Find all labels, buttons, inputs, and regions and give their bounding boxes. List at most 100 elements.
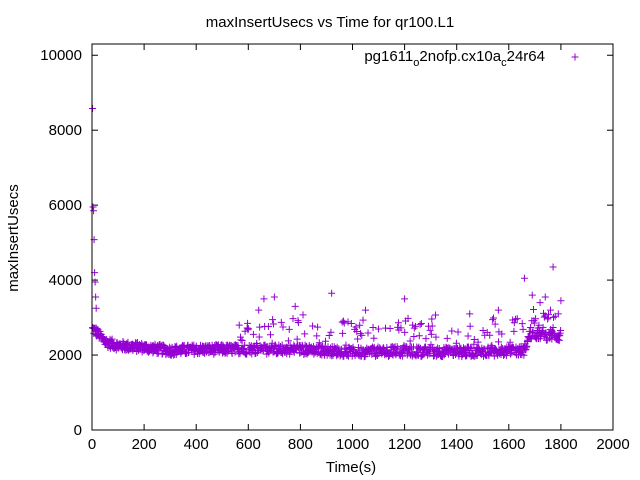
data-point	[545, 310, 552, 318]
data-point	[428, 322, 436, 330]
data-point	[228, 350, 236, 358]
data-point	[279, 323, 287, 331]
data-point	[557, 327, 565, 335]
data-point	[276, 342, 284, 350]
data-point	[506, 338, 514, 346]
x-tick-label: 2000	[596, 436, 629, 453]
data-point	[249, 343, 257, 351]
y-tick-label: 2000	[49, 347, 82, 364]
data-point	[510, 327, 518, 335]
data-point	[301, 330, 309, 338]
data-point	[322, 337, 330, 345]
data-point	[426, 326, 434, 334]
data-point	[327, 328, 335, 336]
data-point	[518, 320, 526, 328]
data-point	[409, 321, 417, 329]
data-point	[364, 329, 372, 337]
y-axis-label: maxInsertUsecs	[5, 184, 22, 292]
x-tick-label: 1000	[336, 436, 369, 453]
data-point-outlier	[549, 263, 557, 271]
data-point	[353, 327, 361, 335]
legend: pg1611o2nofp.cx10ac24r64	[364, 48, 579, 69]
data-point	[339, 329, 347, 337]
data-point	[452, 339, 460, 347]
data-point-outlier	[91, 278, 99, 286]
legend-marker	[571, 53, 579, 61]
data-point	[357, 330, 365, 338]
data-point-outlier	[536, 299, 544, 307]
data-point	[432, 333, 440, 341]
data-point	[340, 319, 348, 327]
data-point	[417, 320, 425, 328]
data-point-outlier	[528, 291, 536, 299]
data-point	[369, 324, 377, 332]
data-point	[359, 316, 367, 324]
data-point	[443, 334, 451, 342]
data-point-outlier	[557, 297, 565, 305]
data-point	[358, 331, 366, 339]
data-point	[309, 322, 317, 330]
data-point	[426, 350, 434, 358]
data-point	[550, 313, 558, 321]
data-point	[333, 343, 341, 351]
data-point-outlier	[541, 293, 549, 301]
data-point	[327, 344, 335, 352]
data-point	[256, 323, 264, 331]
data-point	[374, 325, 382, 333]
data-point	[244, 325, 252, 333]
data-point	[529, 306, 537, 314]
data-point	[286, 350, 294, 358]
data-point	[285, 325, 293, 333]
data-point	[236, 349, 244, 357]
x-tick-label: 1800	[544, 436, 577, 453]
data-point	[410, 332, 418, 340]
data-point	[532, 315, 540, 323]
data-point	[427, 330, 435, 338]
data-point	[513, 315, 521, 323]
x-axis-label: Time(s)	[326, 459, 376, 476]
data-point-outlier	[546, 306, 554, 314]
data-point	[313, 332, 321, 340]
data-point	[452, 351, 460, 359]
data-point	[284, 337, 292, 345]
data-point	[467, 344, 475, 352]
data-point	[344, 351, 352, 359]
x-tick-label: 600	[236, 436, 261, 453]
y-tick-label: 4000	[49, 272, 82, 289]
data-point-outlier	[554, 310, 562, 318]
data-point	[519, 325, 527, 333]
data-point	[498, 330, 506, 338]
x-tick-label: 1400	[440, 436, 473, 453]
data-point	[238, 336, 246, 344]
data-point-outlier	[92, 304, 100, 312]
data-point	[479, 326, 487, 334]
data-point-outlier	[494, 306, 502, 314]
data-point	[428, 315, 436, 323]
data-point	[296, 349, 304, 357]
data-point	[448, 327, 456, 335]
data-point-outlier	[255, 306, 263, 314]
data-point	[255, 333, 263, 341]
data-point	[502, 352, 510, 360]
data-point	[470, 335, 478, 343]
data-point	[277, 318, 285, 326]
x-tick-label: 0	[88, 436, 96, 453]
data-point	[352, 323, 360, 331]
data-point	[530, 319, 538, 327]
data-point	[269, 316, 277, 324]
x-tick-label: 800	[288, 436, 313, 453]
data-point	[489, 314, 497, 322]
data-point	[529, 328, 537, 336]
data-point	[412, 322, 420, 330]
data-point-outlier	[328, 289, 336, 297]
data-point	[394, 319, 402, 327]
data-points	[89, 104, 565, 361]
data-point-outlier	[520, 274, 528, 282]
data-point	[486, 331, 494, 339]
data-point	[415, 332, 423, 340]
data-point	[549, 323, 557, 331]
data-point-outlier	[89, 203, 97, 211]
data-point	[489, 316, 497, 324]
data-point	[108, 335, 116, 343]
data-point	[344, 318, 352, 326]
